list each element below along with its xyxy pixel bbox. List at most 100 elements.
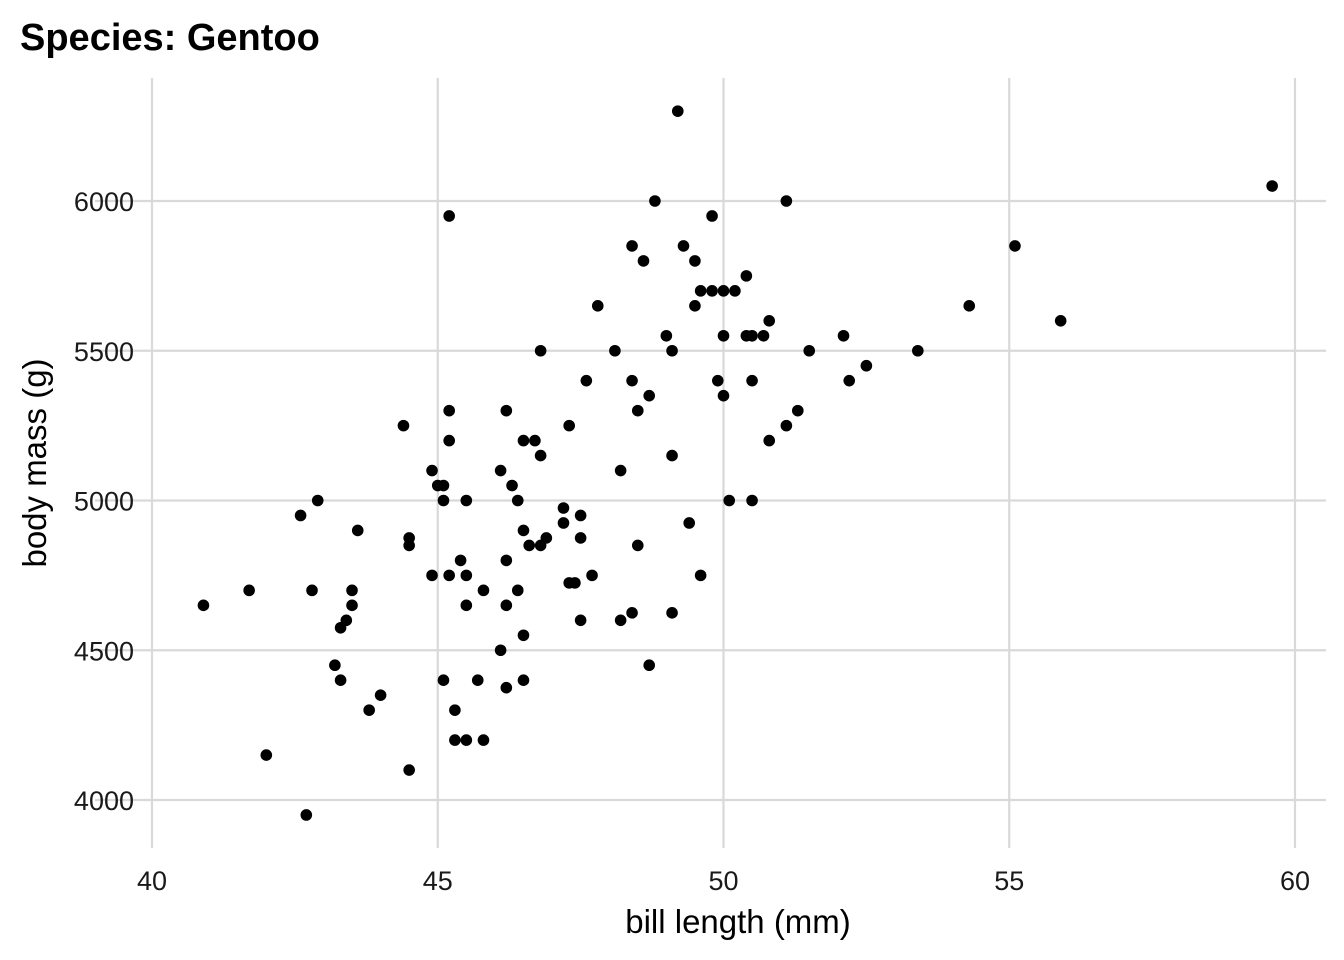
data-point (443, 404, 455, 417)
data-point (477, 584, 490, 597)
x-tick-label: 50 (708, 866, 738, 896)
data-point (374, 689, 387, 701)
data-point (346, 599, 358, 612)
data-point (500, 554, 513, 567)
data-point (626, 374, 638, 387)
data-point (437, 479, 450, 492)
data-point (426, 569, 438, 582)
data-point (631, 539, 644, 552)
data-point (591, 300, 604, 312)
data-point (449, 734, 461, 746)
data-point (580, 374, 593, 387)
data-point (694, 569, 707, 582)
data-point (643, 389, 656, 402)
data-point (626, 240, 638, 252)
data-point (569, 577, 581, 589)
data-point (706, 285, 718, 297)
data-point (460, 569, 473, 582)
data-point (294, 509, 307, 522)
data-point (300, 809, 313, 821)
data-point (780, 195, 793, 207)
data-point (837, 329, 850, 342)
data-point (757, 329, 770, 342)
data-point (346, 584, 358, 597)
data-point (803, 344, 816, 357)
data-point (506, 479, 518, 492)
data-point (677, 240, 690, 252)
y-axis-label: body mass (g) (16, 358, 53, 567)
data-point (437, 674, 450, 686)
data-point (500, 599, 513, 612)
data-point (717, 329, 730, 342)
y-tick-label: 4500 (74, 636, 134, 666)
data-point (631, 404, 644, 417)
data-point (517, 674, 530, 686)
data-point (460, 599, 473, 612)
data-point (403, 764, 415, 776)
y-gridlines (95, 199, 1326, 802)
data-point (740, 270, 753, 282)
data-point (689, 300, 701, 312)
data-point (494, 464, 507, 477)
data-point (534, 344, 547, 357)
data-point (340, 614, 353, 627)
data-point (717, 389, 730, 402)
y-tick-label: 5000 (74, 487, 134, 517)
data-point (614, 464, 627, 477)
data-point (574, 532, 587, 544)
data-point (1054, 315, 1067, 327)
data-point (666, 344, 678, 357)
x-tick-labels: 40 45 50 55 60 (137, 866, 1310, 896)
x-axis-label: bill length (mm) (625, 903, 851, 940)
data-point (557, 517, 570, 529)
data-point (426, 464, 438, 477)
data-point (511, 584, 524, 597)
data-point (460, 494, 473, 507)
data-point (706, 210, 718, 222)
data-point (540, 532, 553, 544)
data-point (666, 449, 678, 462)
data-points (197, 105, 1278, 821)
data-point (763, 434, 776, 447)
data-point (437, 494, 450, 507)
data-point (329, 659, 341, 672)
data-point (460, 734, 473, 746)
data-point (517, 524, 530, 537)
y-tick-label: 5500 (74, 337, 134, 367)
data-point (666, 607, 678, 619)
data-point (694, 285, 707, 297)
data-point (471, 674, 484, 686)
data-point (671, 105, 684, 117)
data-point (912, 344, 924, 357)
data-point (306, 584, 318, 597)
x-tick-label: 60 (1280, 866, 1310, 896)
data-point (511, 494, 524, 507)
data-point (443, 210, 455, 222)
data-point (746, 374, 758, 387)
y-tick-label: 4000 (74, 786, 134, 816)
data-point (243, 584, 255, 597)
data-point (574, 509, 587, 522)
data-point (363, 704, 375, 716)
x-tick-label: 45 (423, 866, 453, 896)
data-point (557, 502, 570, 514)
data-point (729, 285, 741, 297)
y-tick-labels: 4000 4500 5000 5500 6000 (74, 187, 134, 816)
data-point (351, 524, 364, 537)
data-point (780, 419, 793, 432)
data-point (717, 285, 730, 297)
data-point (843, 374, 856, 387)
chart-title: Species: Gentoo (20, 17, 320, 59)
x-tick-label: 40 (137, 866, 167, 896)
data-point (454, 554, 467, 567)
data-point (689, 255, 701, 267)
data-point (311, 494, 324, 507)
data-point (563, 419, 575, 432)
data-point (614, 614, 627, 627)
data-point (517, 629, 530, 642)
data-point (1009, 240, 1021, 252)
data-point (197, 599, 210, 612)
x-tick-label: 55 (994, 866, 1024, 896)
data-point (649, 195, 661, 207)
